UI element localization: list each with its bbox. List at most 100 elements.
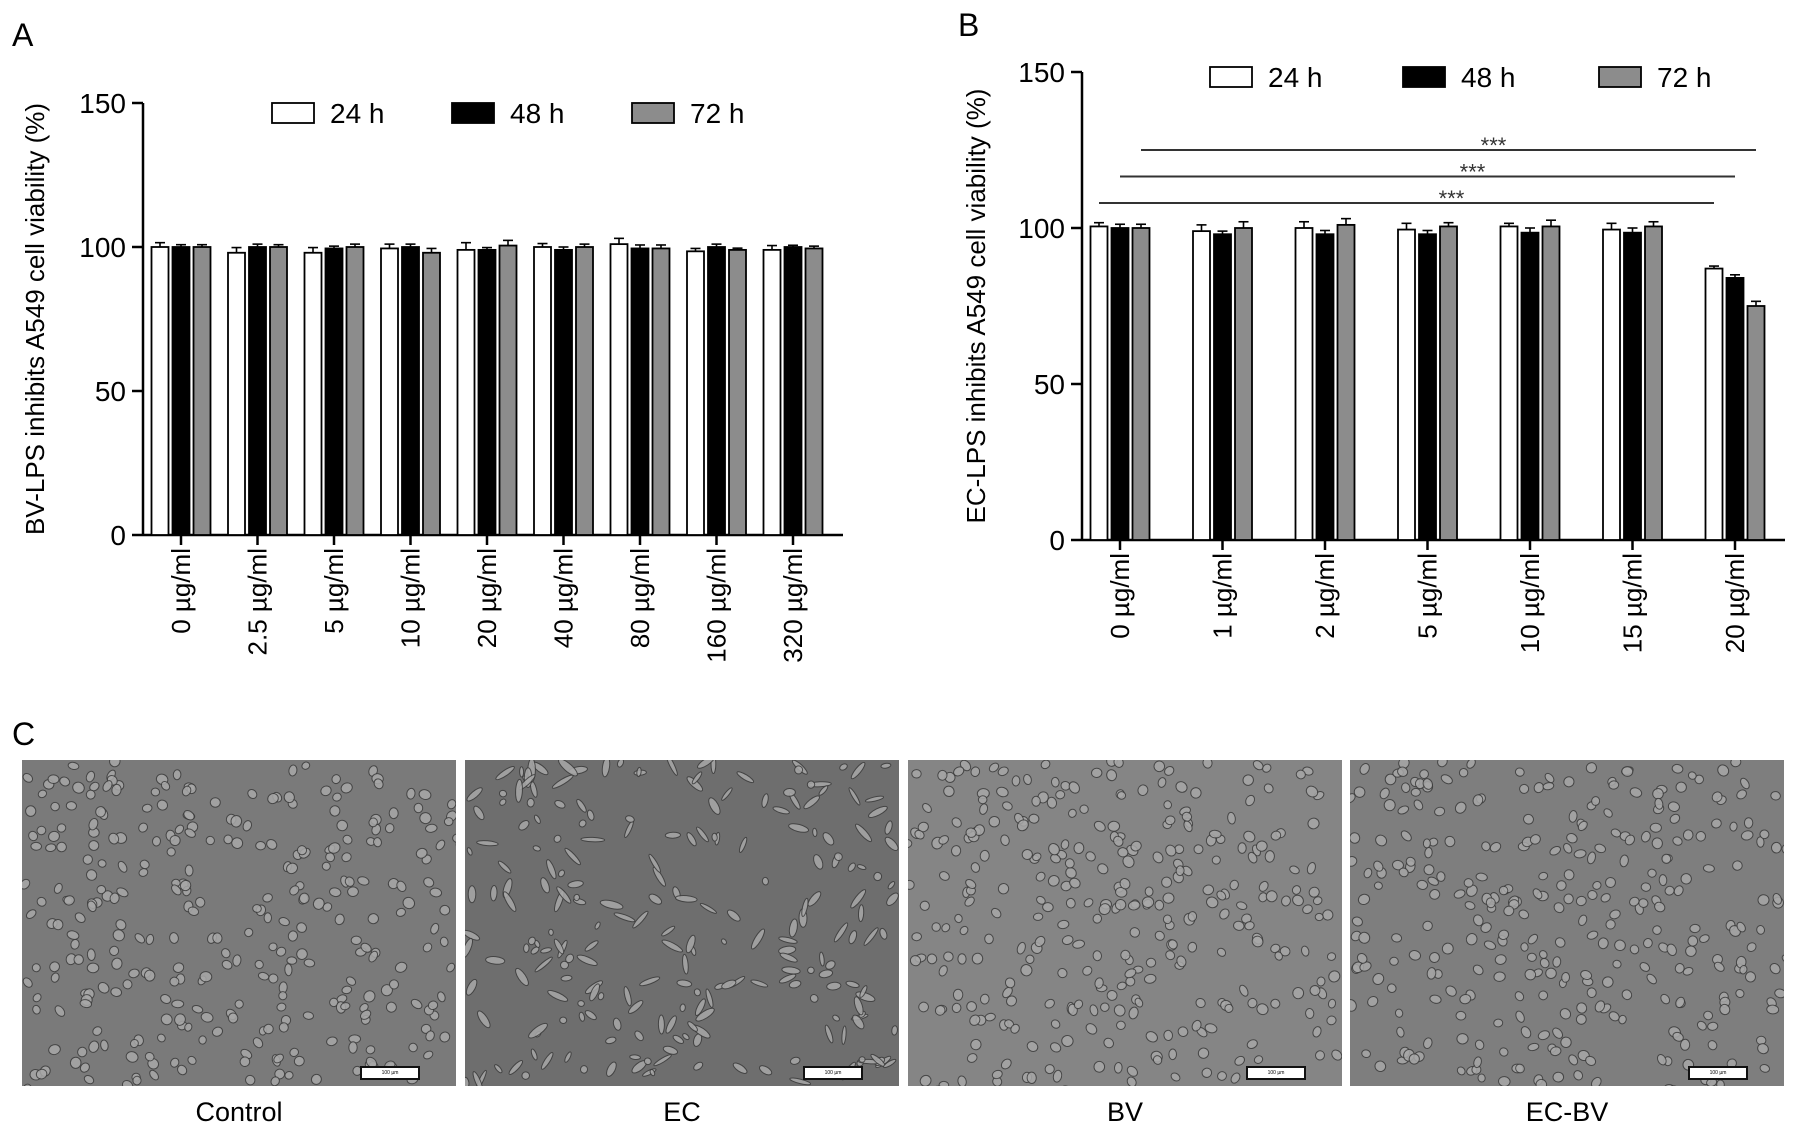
- x-tick-label: 320 µg/ml: [778, 548, 808, 663]
- legend-swatch: [1598, 66, 1642, 88]
- y-axis-title: BV-LPS inhibits A549 cell viability (%): [20, 103, 50, 535]
- bar: [401, 246, 420, 536]
- legend-label: 48 h: [510, 98, 565, 129]
- bar: [456, 248, 476, 536]
- micrograph-bv: 100 µm: [908, 760, 1342, 1086]
- bar: [171, 246, 191, 536]
- x-tick-label: 2.5 µg/ml: [243, 548, 273, 655]
- micrograph-label-control: Control: [195, 1097, 283, 1127]
- micrograph-ec-bv: 100 µm: [1350, 760, 1784, 1086]
- micrograph-ec: 100 µm: [465, 760, 899, 1086]
- bar: [303, 251, 323, 536]
- bar: [575, 246, 594, 536]
- bar: [150, 246, 170, 536]
- x-tick-label: 10 µg/ml: [396, 548, 426, 648]
- y-tick-label: 100: [1018, 213, 1065, 244]
- x-tick-label: 20 µg/ml: [472, 548, 502, 648]
- bar: [1397, 228, 1416, 541]
- legend-swatch: [271, 102, 315, 124]
- bar: [380, 247, 399, 536]
- legend-label: 72 h: [1657, 62, 1712, 93]
- bar: [1213, 233, 1232, 541]
- legend-label: 24 h: [330, 98, 385, 129]
- significance-label: ***: [1481, 133, 1507, 158]
- scale-bar: 100 µm: [803, 1066, 863, 1080]
- bar: [1746, 305, 1766, 541]
- y-tick-label: 0: [110, 520, 126, 551]
- bar: [1336, 223, 1356, 541]
- x-tick-label: 5 µg/ml: [1413, 553, 1443, 639]
- micrograph-label-ec: EC: [663, 1097, 701, 1127]
- chart-panel-a: 0 50 100 150 BV-LPS inhibits A549 cell viabi…: [20, 88, 843, 663]
- significance-label: ***: [1460, 160, 1486, 185]
- bar: [1192, 230, 1211, 541]
- bar: [477, 248, 497, 536]
- micrograph-image: [465, 760, 899, 1086]
- bar: [1234, 227, 1253, 541]
- bar: [1089, 225, 1109, 541]
- panel-label-b: B: [958, 7, 979, 43]
- bar: [686, 250, 705, 536]
- scale-bar: 100 µm: [1246, 1066, 1306, 1080]
- chart-panel-b: 0 50 100 150 EC-LPS inhibits A549 cell viabi…: [961, 57, 1785, 653]
- bar: [345, 246, 365, 536]
- bar: [1439, 225, 1458, 541]
- bar: [422, 251, 441, 536]
- bar: [1131, 227, 1151, 541]
- bar: [1623, 231, 1642, 541]
- x-tick-label: 160 µg/ml: [702, 548, 732, 663]
- legend-label: 24 h: [1268, 62, 1323, 93]
- bar: [1644, 225, 1663, 541]
- significance-label: ***: [1439, 186, 1465, 211]
- x-tick-label: 5 µg/ml: [319, 548, 349, 634]
- bar: [804, 247, 824, 536]
- bar: [762, 248, 782, 536]
- x-tick-label: 2 µg/ml: [1310, 553, 1340, 639]
- bar: [728, 248, 747, 536]
- y-axis-title: EC-LPS inhibits A549 cell viability (%): [961, 89, 991, 524]
- legend-label: 48 h: [1461, 62, 1516, 93]
- legend-swatch: [1209, 66, 1253, 88]
- bar: [1294, 227, 1314, 541]
- x-tick-label: 40 µg/ml: [549, 548, 579, 648]
- x-tick-label: 0 µg/ml: [1105, 553, 1135, 639]
- bar: [651, 247, 671, 536]
- micrograph-label-ec-bv: EC-BV: [1525, 1097, 1609, 1127]
- panel-label-c: C: [12, 716, 35, 752]
- bar: [630, 247, 650, 536]
- bar: [498, 244, 518, 536]
- bar: [609, 243, 629, 536]
- legend-swatch: [631, 102, 675, 124]
- bar: [1602, 228, 1621, 541]
- bar: [324, 247, 344, 536]
- micrograph-image: [908, 760, 1342, 1086]
- bar: [248, 246, 267, 536]
- micrograph-label-bv: BV: [1106, 1097, 1144, 1127]
- bar: [1725, 277, 1745, 541]
- bar: [783, 246, 803, 536]
- bar: [707, 246, 726, 536]
- y-tick-label: 150: [1018, 57, 1065, 88]
- bar: [1315, 233, 1335, 541]
- y-tick-label: 50: [1034, 369, 1065, 400]
- x-tick-label: 0 µg/ml: [166, 548, 196, 634]
- y-tick-label: 100: [79, 232, 126, 263]
- y-tick-label: 0: [1049, 525, 1065, 556]
- bar: [1110, 227, 1130, 541]
- y-tick-label: 150: [79, 88, 126, 119]
- legend-swatch: [1402, 66, 1446, 88]
- bar: [1541, 225, 1561, 541]
- x-tick-label: 15 µg/ml: [1618, 553, 1648, 653]
- micrograph-image: [22, 760, 456, 1086]
- bar: [1499, 225, 1519, 541]
- x-tick-label: 1 µg/ml: [1208, 553, 1238, 639]
- x-tick-label: 20 µg/ml: [1720, 553, 1750, 653]
- x-tick-label: 10 µg/ml: [1515, 553, 1545, 653]
- scale-bar: 100 µm: [360, 1066, 420, 1080]
- bar: [554, 248, 573, 536]
- micrograph-image: [1350, 760, 1784, 1086]
- legend-swatch: [451, 102, 495, 124]
- bar: [269, 246, 288, 536]
- bar: [1704, 267, 1724, 541]
